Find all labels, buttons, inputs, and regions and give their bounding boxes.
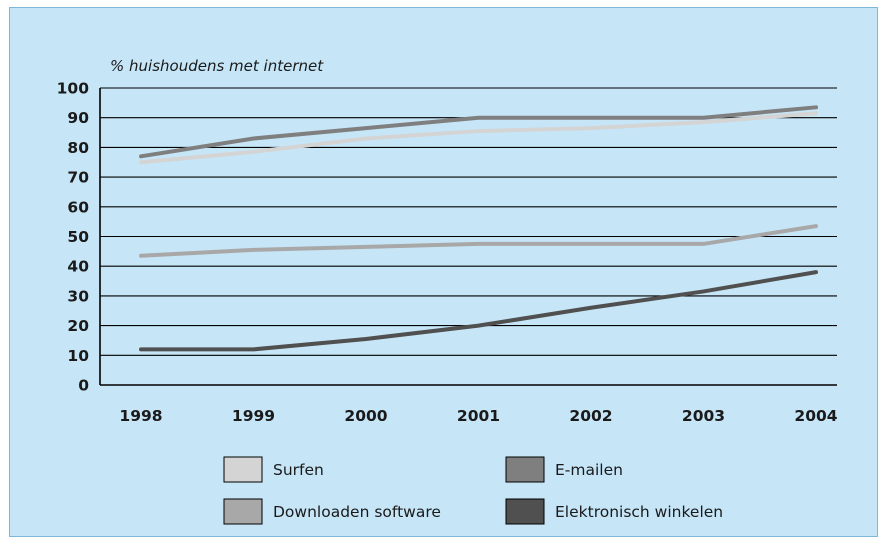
legend-swatch-elektronisch-winkelen [505,498,545,525]
y-tick-label: 60 [67,198,89,216]
y-tick-label: 20 [67,317,89,335]
series-line-elektronisch-winkelen [139,270,818,352]
y-tick-label: 50 [67,228,89,246]
y-axis-label: % huishoudens met internet [110,57,324,75]
y-tick-label: 70 [67,169,89,187]
legend-label-surfen: Surfen [273,461,324,479]
series-line-e-mailen [139,105,818,159]
series-line-downloaden-software [139,224,818,258]
x-tick-label: 1999 [232,407,275,425]
legend-label-downloaden-software: Downloaden software [273,503,441,521]
legend-swatch-surfen [223,456,263,483]
line-chart: % huishoudens met internet 0 10 20 30 40 50 60… [57,57,838,525]
legend-swatch-downloaden-software [223,498,263,525]
y-tick-label: 10 [67,347,89,365]
chart-panel: % huishoudens met internet 0 10 20 30 40 50 60… [9,7,878,537]
legend-label-elektronisch-winkelen: Elektronisch winkelen [555,503,723,521]
legend-swatch-e-mailen [505,456,545,483]
y-tick-label: 90 [67,109,89,127]
y-tick-label: 40 [67,258,89,276]
series-line-surfen [139,111,818,165]
x-tick-label: 2001 [457,407,500,425]
y-tick-label: 0 [78,377,89,395]
x-tick-label: 1998 [119,407,162,425]
y-tick-label: 100 [57,80,90,98]
x-tick-label: 2003 [682,407,725,425]
y-tick-label: 80 [67,139,89,157]
x-tick-label: 2004 [794,407,837,425]
x-tick-label: 2002 [569,407,612,425]
y-tick-label: 30 [67,287,89,305]
x-tick-label: 2000 [344,407,387,425]
legend-label-e-mailen: E-mailen [555,461,623,479]
